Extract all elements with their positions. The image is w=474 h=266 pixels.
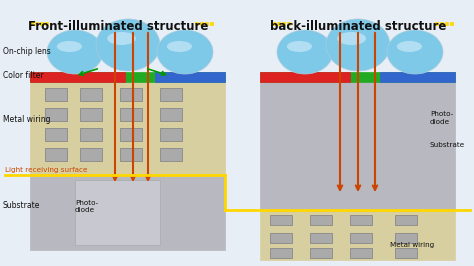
Bar xyxy=(260,82,455,210)
Bar xyxy=(282,22,285,24)
Bar xyxy=(80,108,102,121)
Text: Color filter: Color filter xyxy=(3,72,44,81)
Bar xyxy=(30,82,225,175)
Bar xyxy=(350,248,372,258)
Bar xyxy=(380,72,455,82)
Bar xyxy=(210,22,213,24)
Bar xyxy=(45,108,67,121)
Bar xyxy=(435,22,438,24)
Text: Metal wiring: Metal wiring xyxy=(3,115,51,124)
Bar xyxy=(45,148,67,161)
Bar xyxy=(30,72,225,82)
Text: Substrate: Substrate xyxy=(430,142,465,148)
Text: Photo-
diode: Photo- diode xyxy=(75,200,98,213)
Bar xyxy=(35,22,38,24)
Bar xyxy=(310,248,332,258)
Bar xyxy=(277,22,280,24)
Bar xyxy=(120,148,142,161)
Bar xyxy=(30,22,33,24)
Bar xyxy=(80,128,102,141)
Bar xyxy=(395,215,417,225)
Ellipse shape xyxy=(57,41,82,52)
Bar xyxy=(287,22,290,24)
Bar xyxy=(160,128,182,141)
Bar xyxy=(160,108,182,121)
Text: Metal wiring: Metal wiring xyxy=(390,242,434,248)
Bar xyxy=(80,88,102,101)
Bar xyxy=(30,72,125,82)
Ellipse shape xyxy=(387,30,443,74)
Bar xyxy=(350,233,372,243)
Bar xyxy=(310,215,332,225)
Ellipse shape xyxy=(96,19,160,71)
Bar xyxy=(350,215,372,225)
Bar xyxy=(270,215,292,225)
Text: back-illuminated structure: back-illuminated structure xyxy=(270,20,446,33)
Text: Light receiving surface: Light receiving surface xyxy=(5,167,88,173)
Bar xyxy=(445,22,448,24)
Bar xyxy=(75,180,160,245)
Bar xyxy=(205,22,208,24)
Bar xyxy=(450,22,453,24)
Ellipse shape xyxy=(277,30,333,74)
Bar xyxy=(160,148,182,161)
Bar xyxy=(310,233,332,243)
Bar xyxy=(395,233,417,243)
Ellipse shape xyxy=(167,41,192,52)
Bar xyxy=(45,22,48,24)
Bar xyxy=(260,72,455,82)
Bar xyxy=(80,148,102,161)
Ellipse shape xyxy=(397,41,422,52)
Bar xyxy=(120,128,142,141)
Bar xyxy=(45,88,67,101)
Bar xyxy=(260,72,350,82)
Ellipse shape xyxy=(287,41,312,52)
Ellipse shape xyxy=(326,19,390,71)
Ellipse shape xyxy=(47,30,103,74)
Ellipse shape xyxy=(107,32,136,45)
Bar xyxy=(272,22,275,24)
Bar xyxy=(195,22,198,24)
Bar xyxy=(200,22,203,24)
Bar xyxy=(120,108,142,121)
Bar xyxy=(155,72,225,82)
Ellipse shape xyxy=(157,30,213,74)
Bar xyxy=(395,248,417,258)
Bar xyxy=(440,22,443,24)
Bar xyxy=(270,248,292,258)
Text: Photo-
diode: Photo- diode xyxy=(430,111,453,124)
Bar xyxy=(45,128,67,141)
Text: Substrate: Substrate xyxy=(3,201,40,210)
Bar xyxy=(120,88,142,101)
Bar xyxy=(30,175,225,250)
Bar xyxy=(270,233,292,243)
Text: Front-illuminated structure: Front-illuminated structure xyxy=(28,20,208,33)
Ellipse shape xyxy=(337,32,366,45)
Bar xyxy=(40,22,43,24)
Bar xyxy=(260,210,455,260)
Text: On-chip lens: On-chip lens xyxy=(3,48,51,56)
Bar xyxy=(160,88,182,101)
